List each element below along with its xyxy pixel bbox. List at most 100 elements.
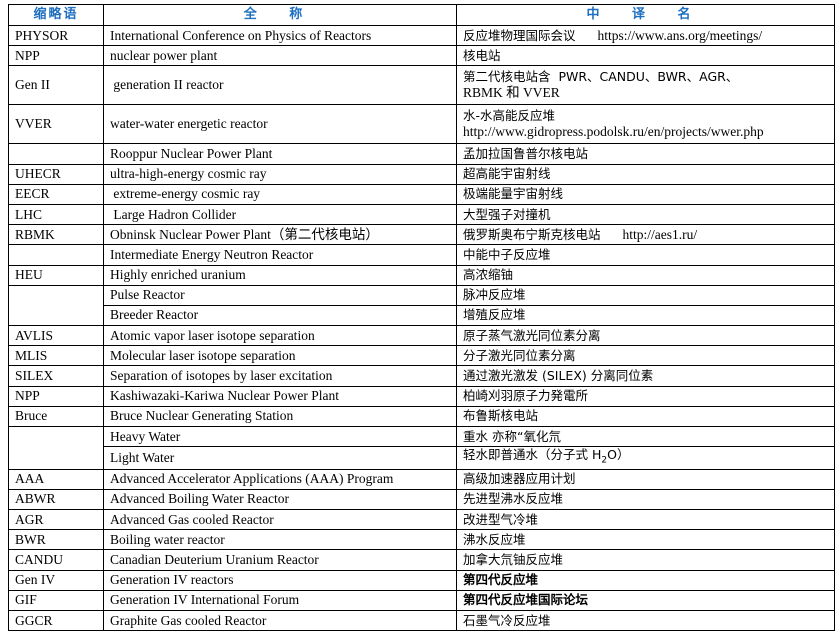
chinese-name-cell: 脉冲反应堆 (456, 284, 835, 306)
header-row: 缩略语 全 称 中 译 名 (8, 4, 835, 26)
chinese-name-cell: 改进型气冷堆 (456, 509, 835, 531)
chinese-name-cell: 第二代核电站含 PWR、CANDU、BWR、AGR、 RBMK 和 VVER (456, 65, 835, 106)
table-row: Heavy Water 重水 亦称“氧化氘 (8, 425, 835, 448)
full-name-cell: Generation IV reactors (103, 569, 457, 591)
table-row: NPP Kashiwazaki-Kariwa Nuclear Power Plan… (8, 385, 835, 407)
full-name-cell: Breeder Reactor (103, 304, 457, 327)
table-row: GIF Generation IV International Forum 第四代反… (8, 589, 835, 612)
table-row: ABWR Advanced Boiling Water Reactor 先进型沸水反… (8, 488, 835, 511)
chinese-name-line2[interactable]: http://www.gidropress.podolsk.ru/en/proj… (463, 124, 764, 140)
chinese-name: 大型强子对撞机 (463, 206, 551, 222)
chinese-name-cell: 原子蒸气激光同位素分离 (456, 325, 835, 347)
table-row: EECR extreme-energy cosmic ray 极端能量宇宙射线 (8, 183, 835, 205)
table-row: CANDU Canadian Deuterium Uranium Reactor 加… (8, 549, 835, 571)
full-name-cell: Atomic vapor laser isotope separation (103, 325, 457, 347)
table-row: MLIS Molecular laser isotope separation 分子… (8, 345, 835, 367)
table-row: AAA Advanced Accelerator Applications (AA… (8, 468, 835, 490)
chinese-name-cell: 高级加速器应用计划 (456, 468, 835, 490)
full-name-cell: Canadian Deuterium Uranium Reactor (103, 549, 457, 571)
chinese-name: 俄罗斯奥布宁斯克核电站 (463, 226, 601, 242)
full-name-cell: Generation IV International Forum (103, 589, 457, 612)
full-name-cell: Boiling water reactor (103, 529, 457, 551)
chinese-name: 脉冲反应堆 (463, 287, 526, 303)
abbreviation-cell: NPP (8, 385, 104, 407)
chinese-name-cell: 核电站 (456, 45, 835, 67)
full-name-cell: Highly enriched uranium (103, 264, 457, 286)
abbreviation-cell (8, 446, 104, 470)
chinese-name: 第二代核电站含 PWR、CANDU、BWR、AGR、 (463, 69, 739, 85)
chinese-name: 第四代反应堆国际论坛 (463, 592, 589, 608)
table-row: Rooppur Nuclear Power Plant 孟加拉国鲁普尔核电站 (8, 143, 835, 165)
abbreviation-cell: CANDU (8, 549, 104, 571)
full-name-cell: nuclear power plant (103, 45, 457, 67)
chinese-name: 沸水反应堆 (463, 531, 526, 547)
full-name-cell: Separation of isotopes by laser excitati… (103, 365, 457, 387)
chinese-name-cell: 轻水即普通水（分子式 H2O） (456, 446, 835, 470)
abbreviation-cell (8, 244, 104, 266)
full-name-cell: Heavy Water (103, 425, 457, 448)
abbreviation-cell (8, 285, 104, 306)
abbreviation-cell: UHECR (8, 163, 104, 185)
chinese-name-cell: 加拿大氘铀反应堆 (456, 549, 835, 571)
chinese-name-cell: 极端能量宇宙射线 (456, 183, 835, 205)
abbreviation-cell: AGR (8, 509, 104, 531)
chinese-name: 增殖反应堆 (463, 307, 526, 323)
full-name-cell: Rooppur Nuclear Power Plant (103, 143, 457, 165)
chinese-name-cell: 第四代反应堆 (456, 569, 835, 591)
reference-link[interactable]: https://www.ans.org/meetings/ (597, 27, 763, 43)
chinese-name: 高级加速器应用计划 (463, 471, 576, 487)
chinese-name-cell: 通过激光激发 (SILEX) 分离同位素 (456, 365, 835, 387)
full-name-cell: Advanced Boiling Water Reactor (103, 488, 457, 511)
abbreviation-cell: EECR (8, 183, 104, 205)
chinese-name-cell: 俄罗斯奥布宁斯克核电站 http://aes1.ru/ (456, 224, 835, 246)
reference-link[interactable]: http://aes1.ru/ (622, 226, 698, 242)
chinese-name: 石墨气冷反应堆 (463, 612, 551, 628)
full-name-cell: Kashiwazaki-Kariwa Nuclear Power Plant (103, 385, 457, 407)
abbreviation-cell: RBMK (8, 224, 104, 246)
header-full-name: 全 称 (103, 4, 457, 26)
table-row: Bruce Bruce Nuclear Generating Station 布鲁斯… (8, 405, 835, 428)
chinese-name-suffix: O） (607, 447, 630, 463)
chinese-name-cell: 中能中子反应堆 (456, 244, 835, 266)
chinese-name-cell: 孟加拉国鲁普尔核电站 (456, 143, 835, 165)
abbreviation-cell: NPP (8, 45, 104, 67)
abbreviation-cell: AVLIS (8, 325, 104, 347)
full-name-cell: Large Hadron Collider (103, 203, 457, 226)
chinese-name: 超高能宇宙射线 (463, 166, 551, 182)
abbreviation-cell: Bruce (8, 405, 104, 428)
table-row: Pulse Reactor 脉冲反应堆 (8, 284, 835, 306)
glossary-table: 缩略语 全 称 中 译 名 PHYSOR International Confer… (8, 4, 835, 632)
chinese-name: 反应堆物理国际会议 (463, 27, 576, 43)
chinese-name-cell: 增殖反应堆 (456, 304, 835, 327)
abbreviation-cell (8, 426, 104, 447)
table-row: Gen II generation II reactor 第二代核电站含 PWR、… (8, 65, 835, 106)
table-row: Breeder Reactor 增殖反应堆 (8, 304, 835, 327)
chinese-name-cell: 沸水反应堆 (456, 529, 835, 551)
abbreviation-cell: LHC (8, 203, 104, 226)
full-name-cell: Bruce Nuclear Generating Station (103, 405, 457, 428)
header-abbreviation: 缩略语 (8, 4, 104, 26)
chinese-name: 改进型气冷堆 (463, 511, 539, 527)
full-name-cell: Molecular laser isotope separation (103, 345, 457, 367)
chinese-name: 柏崎刈羽原子力発電所 (463, 388, 589, 404)
abbreviation-cell: AAA (8, 468, 104, 490)
abbreviation-cell: SILEX (8, 365, 104, 387)
table-row: GGCR Graphite Gas cooled Reactor 石墨气冷反应堆 (8, 609, 835, 632)
full-name-cell: water-water energetic reactor (103, 104, 457, 145)
table-row: PHYSOR International Conference on Physic… (8, 24, 835, 47)
table-row: Light Water 轻水即普通水（分子式 H2O） (8, 446, 835, 470)
table-row: LHC Large Hadron Collider 大型强子对撞机 (8, 203, 835, 226)
chinese-name: 水-水高能反应堆 (463, 108, 556, 124)
table-row: Intermediate Energy Neutron Reactor 中能中子反… (8, 244, 835, 266)
chinese-name: 通过激光激发 (SILEX) 分离同位素 (463, 368, 654, 384)
abbreviation-cell: GIF (8, 589, 104, 612)
chinese-name: 原子蒸气激光同位素分离 (463, 327, 601, 343)
chinese-name-cell: 先进型沸水反应堆 (456, 488, 835, 511)
table-row: AGR Advanced Gas cooled Reactor 改进型气冷堆 (8, 509, 835, 531)
chinese-name-cell: 柏崎刈羽原子力発電所 (456, 385, 835, 407)
chinese-name-cell: 布鲁斯核电站 (456, 405, 835, 428)
abbreviation-cell: PHYSOR (8, 24, 104, 47)
table-row: BWR Boiling water reactor 沸水反应堆 (8, 529, 835, 551)
abbreviation-cell (8, 143, 104, 165)
subscript: 2 (601, 455, 608, 466)
